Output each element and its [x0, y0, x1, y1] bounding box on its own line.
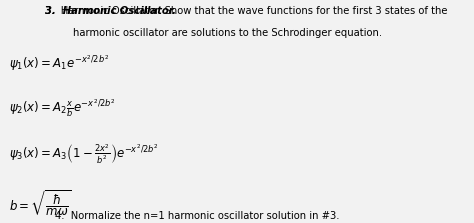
Text: 3.: 3.: [45, 6, 61, 16]
Text: 3.  Harmonic Oscillator.: 3. Harmonic Oscillator.: [45, 6, 176, 16]
Text: 3.  Harmonic Oscillator. Show that the wave functions for the first 3 states of : 3. Harmonic Oscillator. Show that the wa…: [45, 6, 447, 16]
Text: $b = \sqrt{\dfrac{\hbar}{m\omega}}$: $b = \sqrt{\dfrac{\hbar}{m\omega}}$: [9, 188, 72, 218]
Text: $\psi_3(x) = A_3 \left(1 - \frac{2x^2}{b^2}\right) e^{-x^2/2b^2}$: $\psi_3(x) = A_3 \left(1 - \frac{2x^2}{b…: [9, 143, 158, 166]
Text: $\psi_1(x) = A_1 e^{-x^2/2b^2}$: $\psi_1(x) = A_1 e^{-x^2/2b^2}$: [9, 54, 109, 73]
Text: 4.  Normalize the n=1 harmonic oscillator solution in #3.: 4. Normalize the n=1 harmonic oscillator…: [55, 211, 339, 221]
Text: $\psi_2(x) = A_2 \frac{x}{b} e^{-x^2/2b^2}$: $\psi_2(x) = A_2 \frac{x}{b} e^{-x^2/2b^…: [9, 97, 115, 119]
Text: harmonic oscillator are solutions to the Schrodinger equation.: harmonic oscillator are solutions to the…: [73, 28, 383, 38]
